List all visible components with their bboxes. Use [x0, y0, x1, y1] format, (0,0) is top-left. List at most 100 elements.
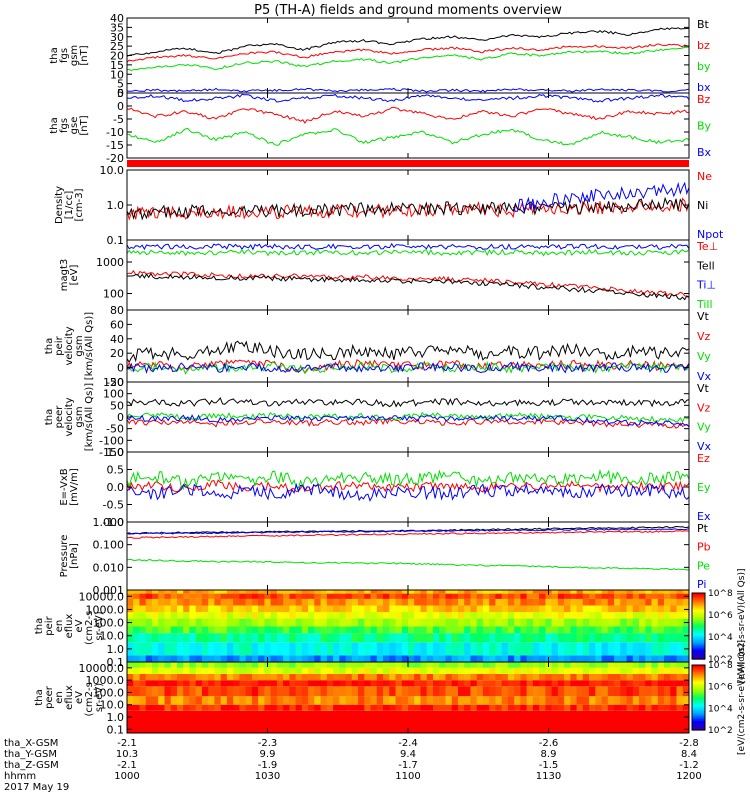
heatmap-cell — [264, 633, 272, 643]
heatmap-cell — [164, 605, 172, 613]
heatmap-cell — [295, 655, 303, 662]
heatmap-cell — [682, 633, 689, 643]
heatmap-cell — [376, 593, 384, 599]
heatmap-cell — [395, 642, 403, 656]
heatmap-cell — [539, 633, 546, 643]
heatmap-cell — [333, 626, 340, 634]
heatmap-cell — [582, 590, 590, 594]
heatmap-cell — [139, 696, 147, 705]
heatmap-cell — [682, 612, 689, 619]
heatmap-cell — [183, 633, 190, 643]
heatmap-cell — [676, 612, 684, 619]
heatmap-cell — [183, 674, 190, 681]
heatmap-cell — [433, 605, 440, 613]
heatmap-cell — [520, 696, 528, 705]
heatmap-cell — [607, 674, 615, 681]
heatmap-cell — [220, 642, 228, 656]
heatmap-cell — [495, 633, 503, 643]
heatmap-cell — [582, 662, 590, 668]
heatmap-cell — [133, 633, 140, 643]
heatmap-cell — [495, 655, 503, 662]
heatmap-cell — [214, 598, 222, 606]
heatmap-cell — [532, 598, 540, 606]
heatmap-cell — [301, 626, 309, 634]
heatmap-cell — [545, 605, 553, 613]
legend-Te⊥: Te⊥ — [696, 240, 718, 253]
heatmap-cell — [133, 680, 140, 687]
heatmap-cell — [133, 667, 140, 674]
heatmap-cell — [345, 704, 353, 711]
heatmap-cell — [632, 704, 640, 711]
heatmap-cell — [670, 710, 678, 733]
heatmap-cell — [614, 686, 621, 697]
heatmap-cell — [370, 696, 378, 705]
heatmap-cell — [145, 642, 153, 656]
heatmap-cell — [201, 655, 209, 662]
heatmap-cell — [514, 686, 521, 697]
heatmap-cell — [301, 680, 309, 687]
heatmap-cell — [682, 662, 689, 668]
heatmap-cell — [576, 680, 584, 687]
heatmap-cell — [632, 686, 640, 697]
heatmap-cell — [183, 593, 190, 599]
heatmap-cell — [214, 662, 222, 668]
heatmap-cell — [395, 667, 403, 674]
heatmap-cell — [370, 674, 378, 681]
heatmap-cell — [639, 618, 646, 627]
heatmap-cell — [414, 626, 421, 634]
y-axis-label-line: en — [54, 691, 65, 704]
heatmap-cell — [551, 598, 559, 606]
heatmap-cell — [645, 605, 653, 613]
heatmap-cell — [383, 618, 390, 627]
heatmap-cell — [251, 590, 259, 594]
heatmap-cell — [270, 642, 278, 656]
y-tick-label: 15 — [110, 59, 124, 72]
heatmap-cell — [270, 590, 278, 594]
series-line-peer_vel-Vy — [127, 411, 689, 423]
heatmap-cell — [514, 680, 521, 687]
heatmap-cell — [314, 598, 322, 606]
heatmap-cell — [283, 674, 290, 681]
heatmap-cell — [376, 667, 384, 674]
heatmap-cell — [152, 674, 159, 681]
x-tick-label-x: -2.4 — [398, 738, 418, 749]
heatmap-cell — [376, 618, 384, 627]
heatmap-cell — [614, 710, 621, 733]
heatmap-cell — [601, 686, 609, 697]
x-tick-label-z: -1.9 — [258, 760, 278, 771]
heatmap-cell — [601, 598, 609, 606]
heatmap-cell — [326, 655, 334, 662]
heatmap-cell — [464, 710, 471, 733]
heatmap-cell — [464, 593, 471, 599]
heatmap-cell — [233, 593, 240, 599]
heatmap-cell — [139, 655, 147, 662]
heatmap-cell — [158, 655, 165, 662]
heatmap-cell — [557, 704, 565, 711]
heatmap-cell — [245, 674, 253, 681]
heatmap-cell — [158, 593, 165, 599]
heatmap-cell — [526, 662, 534, 668]
y-axis-label-line: peir — [54, 335, 65, 355]
heatmap-cell — [526, 618, 534, 627]
heatmap-cell — [258, 680, 265, 687]
heatmap-cell — [514, 598, 521, 606]
legend-Vz: Vz — [697, 401, 711, 414]
heatmap-cell — [389, 633, 397, 643]
heatmap-cell — [289, 680, 297, 687]
heatmap-cell — [339, 598, 347, 606]
heatmap-cell — [220, 633, 228, 643]
heatmap-cell — [226, 704, 234, 711]
heatmap-cell — [308, 593, 315, 599]
heatmap-cell — [557, 590, 565, 594]
heatmap-cell — [339, 696, 347, 705]
heatmap-cell — [195, 686, 203, 697]
heatmap-cell — [270, 626, 278, 634]
heatmap-cell — [189, 680, 197, 687]
colorbar-cell — [692, 593, 705, 596]
heatmap-cell — [226, 633, 234, 643]
heatmap-cell — [208, 674, 215, 681]
heatmap-cell — [239, 667, 247, 674]
